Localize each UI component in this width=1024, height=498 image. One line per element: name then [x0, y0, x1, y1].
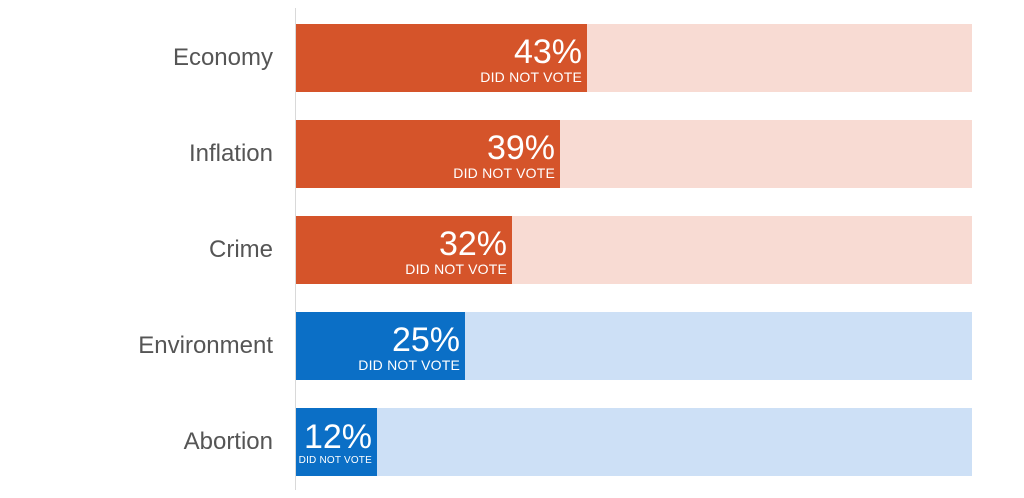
y-axis-line	[295, 8, 296, 490]
bar-track	[296, 408, 972, 476]
data-label: 39% DID NOT VOTE	[296, 120, 555, 188]
bar-row-abortion: Abortion 12% DID NOT VOTE	[0, 408, 1024, 476]
bar	[296, 408, 377, 476]
category-label: Abortion	[183, 428, 273, 455]
sublabel: DID NOT VOTE	[405, 261, 507, 277]
bar	[296, 216, 512, 284]
bar	[296, 120, 560, 188]
value-label: 32%	[438, 225, 507, 263]
bar-row-crime: Crime 32% DID NOT VOTE	[0, 216, 1024, 284]
sublabel: DID NOT VOTE	[480, 69, 582, 85]
category-label: Inflation	[188, 140, 273, 167]
data-label: 12% DID NOT VOTE	[296, 408, 372, 476]
sublabel: DID NOT VOTE	[453, 165, 555, 181]
sublabel: DID NOT VOTE	[358, 357, 460, 373]
value-label: 12%	[303, 418, 372, 456]
bar	[296, 312, 465, 380]
value-label: 43%	[513, 33, 582, 71]
sublabel: DID NOT VOTE	[298, 455, 372, 466]
bar	[296, 24, 587, 92]
data-label: 25% DID NOT VOTE	[296, 312, 460, 380]
category-label: Economy	[172, 44, 273, 71]
bar-row-inflation: Inflation 39% DID NOT VOTE	[0, 120, 1024, 188]
data-label: 43% DID NOT VOTE	[296, 24, 582, 92]
bar-row-environment: Environment 25% DID NOT VOTE	[0, 312, 1024, 380]
bar-row-economy: Economy 43% DID NOT VOTE	[0, 24, 1024, 92]
category-label: Environment	[138, 332, 273, 359]
value-label: 25%	[391, 321, 460, 359]
category-label: Crime	[209, 236, 273, 263]
data-label: 32% DID NOT VOTE	[296, 216, 507, 284]
value-label: 39%	[486, 129, 555, 167]
